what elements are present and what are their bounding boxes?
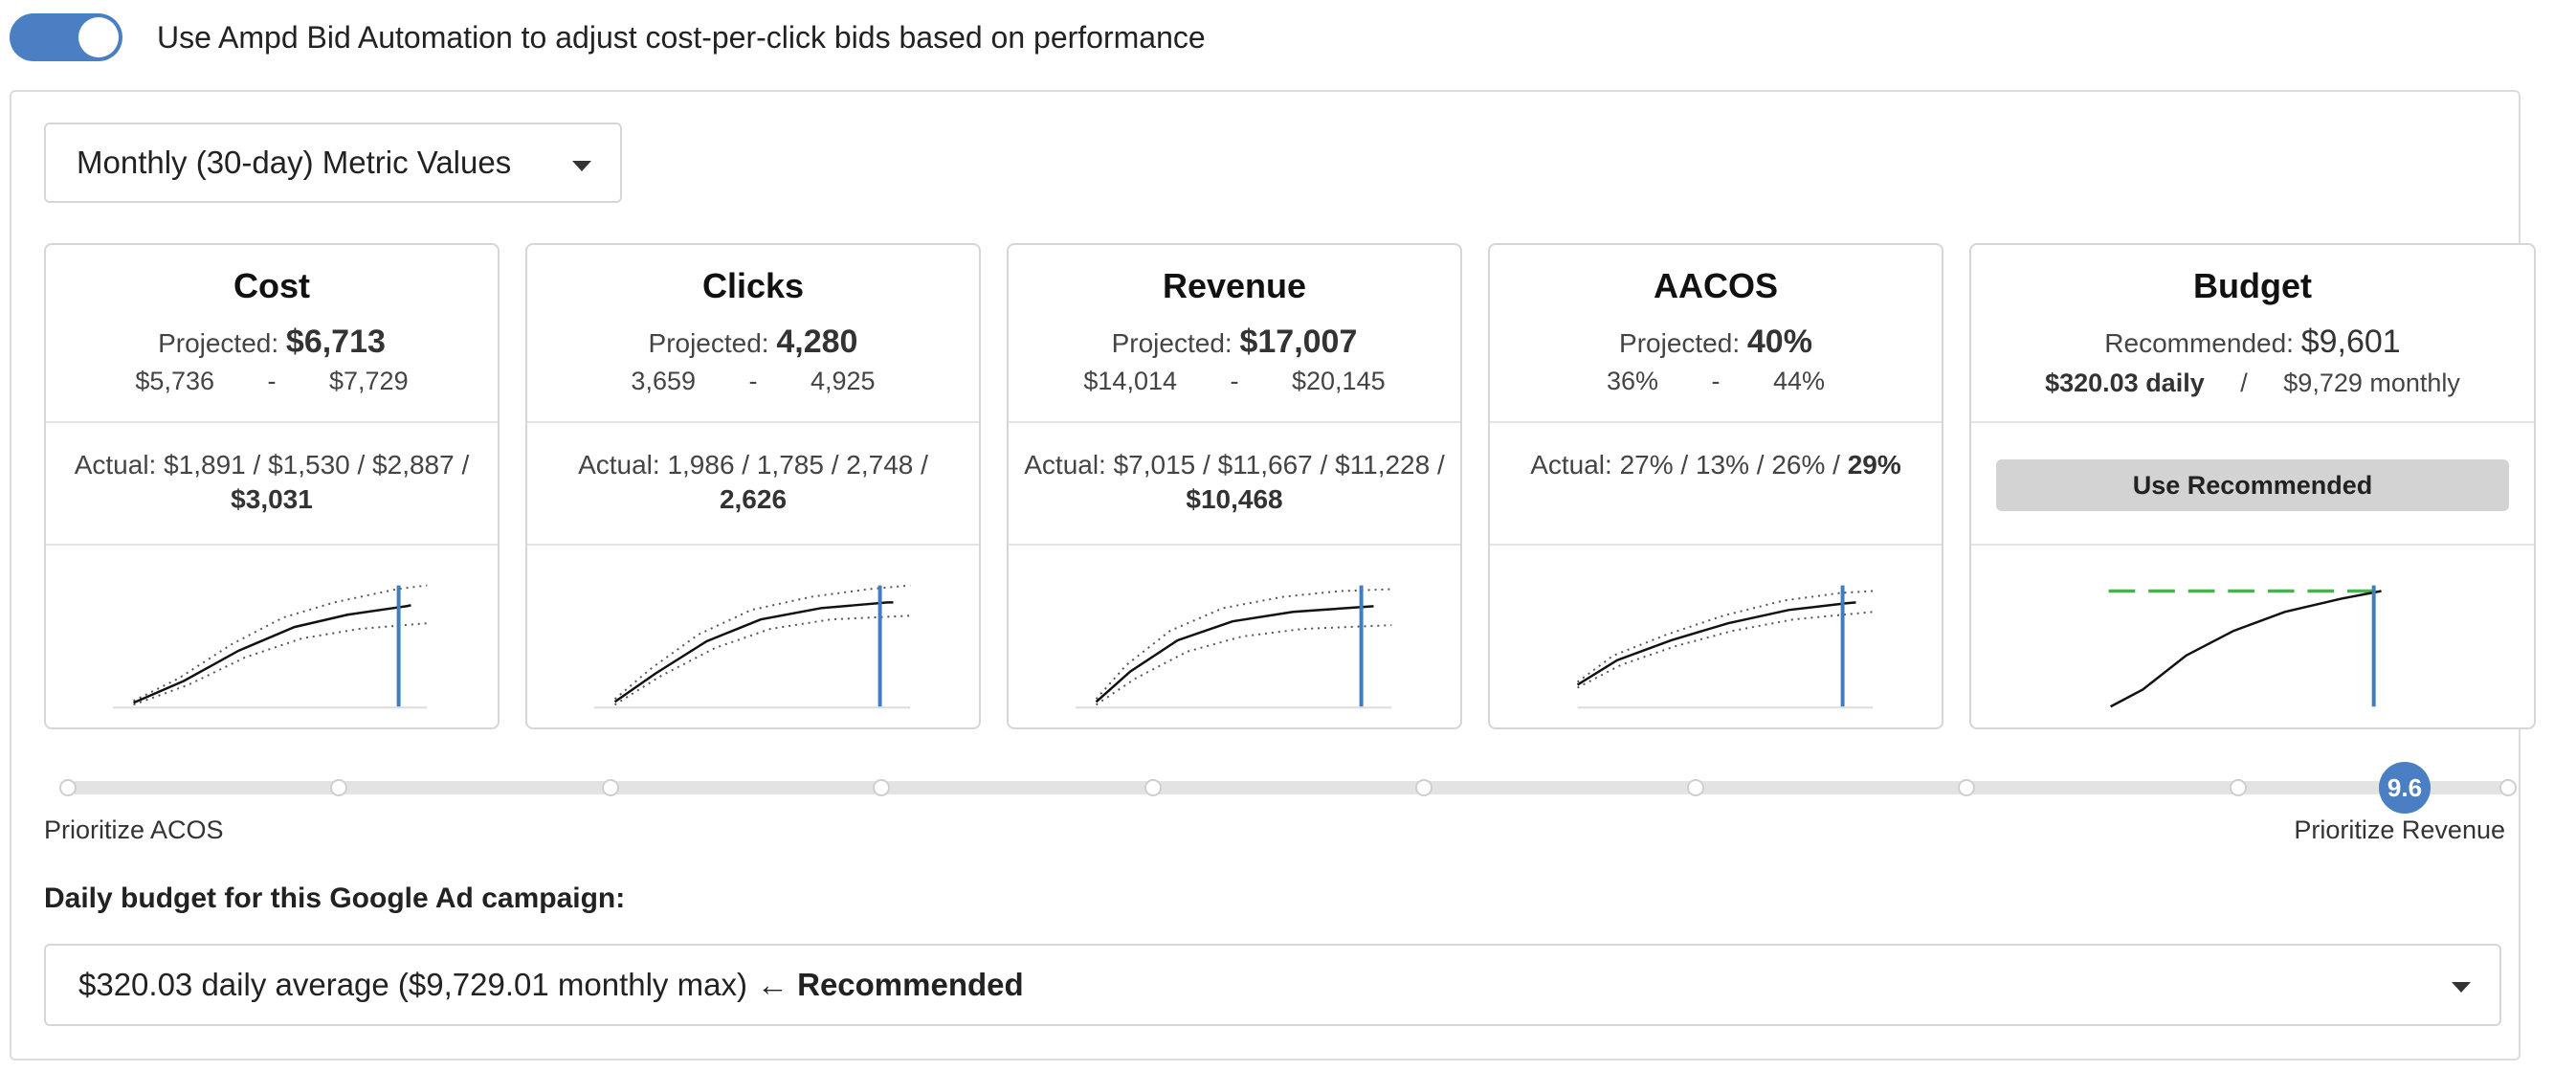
actual-values: Actual: 1,986 / 1,785 / 2,748 /2,626 [527,423,979,546]
slider-tick[interactable] [1958,779,1975,796]
prioritize-revenue-label: Prioritize Revenue [2294,815,2505,844]
slider-tick[interactable] [602,779,619,796]
metric-period-value: Monthly (30-day) Metric Values [77,145,512,180]
slider-tick[interactable] [59,779,77,796]
revenue-curve-chart [1009,547,1460,727]
priority-slider-track[interactable] [69,781,2509,794]
card-title: AACOS [1653,266,1778,305]
cost-card: Cost Projected: $6,713 $5,736- $7,729 Act… [44,243,500,729]
aacos-card: AACOS Projected: 40% 36% -44% Actual: 27%… [1488,243,1943,729]
projected-value: Projected: $6,713 [158,324,386,360]
bid-automation-panel: Monthly (30-day) Metric Values Cost Proj… [10,90,2536,1061]
clicks-curve-chart [527,547,979,727]
aacos-curve-chart [1490,547,1942,727]
daily-budget-value: $320.03 daily average ($9,729.01 monthly… [78,967,747,1002]
bid-automation-toggle[interactable] [10,13,122,61]
projected-range: $14,014- $20,145 [1083,367,1386,395]
chevron-down-icon [572,161,591,171]
budget-card: Budget Recommended: $9,601 $320.03 daily… [1969,243,2536,729]
cost-curve-chart [46,547,498,727]
projected-value: Projected: 4,280 [648,324,858,360]
slider-tick[interactable] [1415,779,1432,796]
card-title: Budget [2193,266,2312,305]
prioritize-acos-label: Prioritize ACOS [44,815,224,844]
projected-value: Projected: $17,007 [1111,324,1358,360]
priority-slider-handle[interactable]: 9.6 [2379,762,2431,814]
use-recommended-button[interactable]: Use Recommended [1996,459,2509,511]
slider-tick[interactable] [873,779,890,796]
card-title: Cost [233,266,310,305]
budget-curve-chart [1971,547,2534,727]
revenue-card: Revenue Projected: $17,007 $14,014- $20,1… [1007,243,1462,729]
budget-daily-monthly: $320.03 daily / $9,729 monthly [2045,368,2460,397]
actual-values: Actual: 27% / 13% / 26% / 29% [1490,423,1942,546]
slider-tick[interactable] [2499,779,2517,796]
actual-values: Actual: $7,015 / $11,667 / $11,228 /$10,… [1009,423,1460,546]
slider-tick[interactable] [2230,779,2247,796]
projected-value: Projected: 40% [1619,324,1812,360]
slider-tick[interactable] [1144,779,1162,796]
daily-budget-heading: Daily budget for this Google Ad campaign… [44,882,626,914]
budget-action: Use Recommended [1971,423,2534,546]
clicks-card: Clicks Projected: 4,280 3,659-4,925 Actu… [525,243,981,729]
daily-budget-select[interactable]: $320.03 daily average ($9,729.01 monthly… [44,944,2501,1026]
card-title: Revenue [1162,266,1307,305]
chevron-down-icon [2452,982,2471,993]
bid-automation-label: Use Ampd Bid Automation to adjust cost-p… [157,19,1206,55]
card-title: Clicks [701,266,805,305]
toggle-knob [78,17,119,57]
automation-row: Use Ampd Bid Automation to adjust cost-p… [10,13,1206,61]
recommended-budget: Recommended: $9,601 [2104,324,2401,360]
projected-range: 36% -44% [1606,367,1826,395]
metric-period-select[interactable]: Monthly (30-day) Metric Values [44,123,622,203]
projected-range: 3,659-4,925 [631,367,876,395]
slider-tick[interactable] [330,779,347,796]
recommended-tag: ← Recommended [756,967,1024,1002]
projected-range: $5,736- $7,729 [135,367,409,395]
slider-tick[interactable] [1687,779,1704,796]
actual-values: Actual: $1,891 / $1,530 / $2,887 /$3,031 [46,423,498,546]
